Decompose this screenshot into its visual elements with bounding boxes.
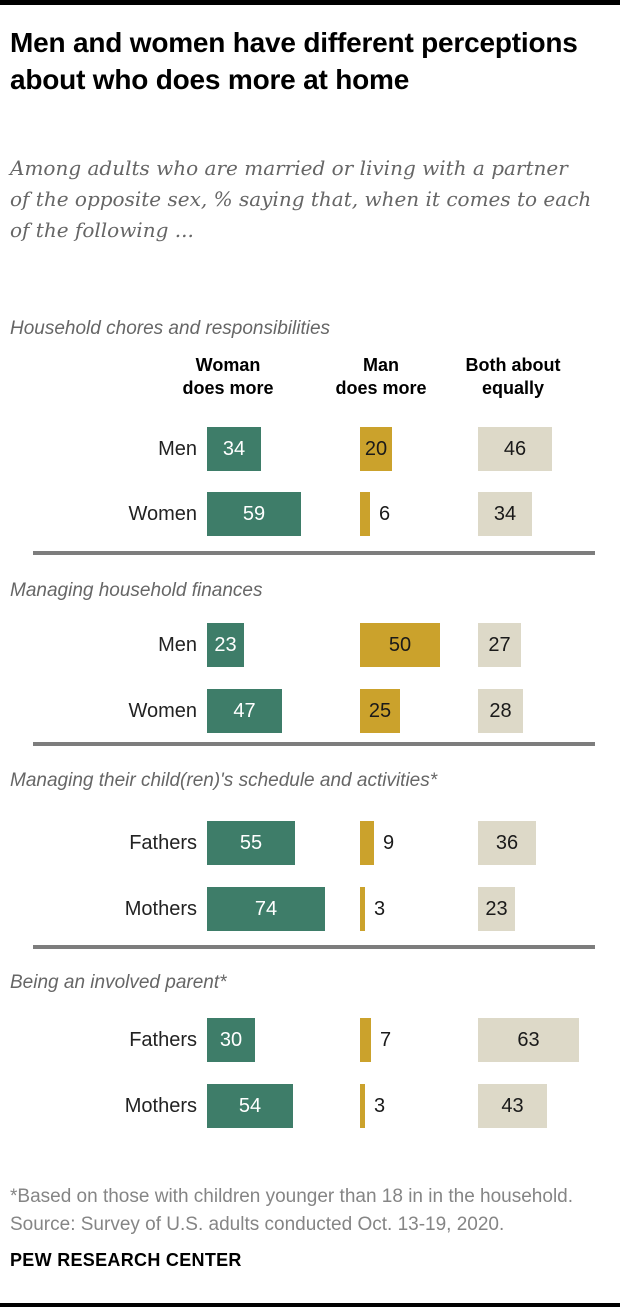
bar-value: 50: [388, 633, 412, 656]
bar-woman-does-more: 23: [207, 623, 244, 667]
bar-value: 3: [374, 1095, 386, 1117]
bar-value: 23: [485, 897, 508, 920]
bar-woman-does-more: 34: [207, 427, 261, 471]
source-line: Source: Survey of U.S. adults conducted …: [10, 1214, 505, 1235]
bar-man-does-more: 20: [360, 427, 392, 471]
bar-value: 54: [238, 1094, 262, 1117]
footnote: *Based on those with children younger th…: [10, 1183, 615, 1239]
column-header-line: does more: [335, 378, 427, 398]
section-divider: [33, 551, 595, 555]
bar-value: 6: [379, 503, 391, 525]
section-divider: [33, 742, 595, 746]
row-label: Women: [128, 700, 197, 722]
bar-woman-does-more: 47: [207, 689, 282, 733]
bar-man-does-more: [360, 1084, 365, 1128]
bar-both-about-equally: 28: [478, 689, 523, 733]
row-label: Women: [128, 503, 197, 525]
bar-woman-does-more: 74: [207, 887, 325, 931]
bar-value: 34: [493, 502, 517, 525]
bar-woman-does-more: 55: [207, 821, 295, 865]
bar-value: 3: [374, 898, 386, 920]
bar-both-about-equally: 43: [478, 1084, 547, 1128]
bar-man-does-more: [360, 887, 365, 931]
bar-both-about-equally: 27: [478, 623, 521, 667]
bar-woman-does-more: 54: [207, 1084, 293, 1128]
section-heading: Managing household finances: [10, 580, 263, 601]
bar-value: 27: [488, 633, 511, 656]
bar-both-about-equally: 63: [478, 1018, 579, 1062]
bar-value: 34: [222, 437, 246, 460]
section-heading: Managing their child(ren)'s schedule and…: [10, 770, 438, 791]
page-title: Men and women have different perceptions…: [10, 27, 578, 95]
column-header-both-about-equally: Both about equally: [438, 354, 588, 400]
bar-value: 25: [368, 699, 392, 722]
row-label: Fathers: [129, 832, 197, 854]
column-header-line: Both about: [465, 355, 561, 375]
column-header-man-does-more: Man does more: [306, 354, 456, 400]
bar-value: 63: [517, 1028, 540, 1051]
brand-logo: PEW RESEARCH CENTER: [10, 1250, 242, 1270]
bar-value: 59: [242, 502, 266, 525]
section-heading: Household chores and responsibilities: [10, 318, 331, 339]
top-rule: [0, 0, 620, 5]
bar-value: 20: [364, 437, 388, 460]
bar-both-about-equally: 23: [478, 887, 515, 931]
section-divider: [33, 945, 595, 949]
column-header-line: Woman: [195, 355, 261, 375]
row-label: Mothers: [124, 1095, 197, 1117]
bottom-rule: [0, 1303, 620, 1307]
bar-man-does-more: [360, 821, 374, 865]
chart-subtitle: Among adults who are married or living w…: [10, 156, 592, 242]
bar-both-about-equally: 46: [478, 427, 552, 471]
bar-value: 43: [501, 1094, 524, 1117]
bar-value: 23: [214, 633, 237, 656]
bar-value: 47: [233, 699, 256, 722]
row-label: Men: [158, 634, 197, 656]
row-label: Mothers: [124, 898, 197, 920]
bar-man-does-more: [360, 1018, 371, 1062]
bar-value: 55: [239, 831, 263, 854]
bar-both-about-equally: 36: [478, 821, 536, 865]
bar-value: 46: [503, 437, 527, 460]
bar-both-about-equally: 34: [478, 492, 532, 536]
bar-man-does-more: [360, 492, 370, 536]
column-header-line: Man: [363, 355, 399, 375]
section-heading: Being an involved parent*: [10, 972, 227, 993]
bar-value: 36: [495, 831, 519, 854]
bar-man-does-more: 50: [360, 623, 440, 667]
column-header-woman-does-more: Woman does more: [153, 354, 303, 400]
column-header-line: equally: [481, 378, 545, 398]
bar-value: 9: [383, 832, 395, 854]
row-label: Fathers: [129, 1029, 197, 1051]
bar-value: 28: [489, 699, 512, 722]
row-label: Men: [158, 438, 197, 460]
bar-value: 74: [254, 897, 278, 920]
footnote-line: *Based on those with children younger th…: [10, 1186, 574, 1207]
bar-value: 30: [219, 1028, 243, 1051]
bar-value: 7: [380, 1029, 392, 1051]
bar-man-does-more: 25: [360, 689, 400, 733]
bar-woman-does-more: 30: [207, 1018, 255, 1062]
bar-woman-does-more: 59: [207, 492, 301, 536]
column-header-line: does more: [182, 378, 274, 398]
